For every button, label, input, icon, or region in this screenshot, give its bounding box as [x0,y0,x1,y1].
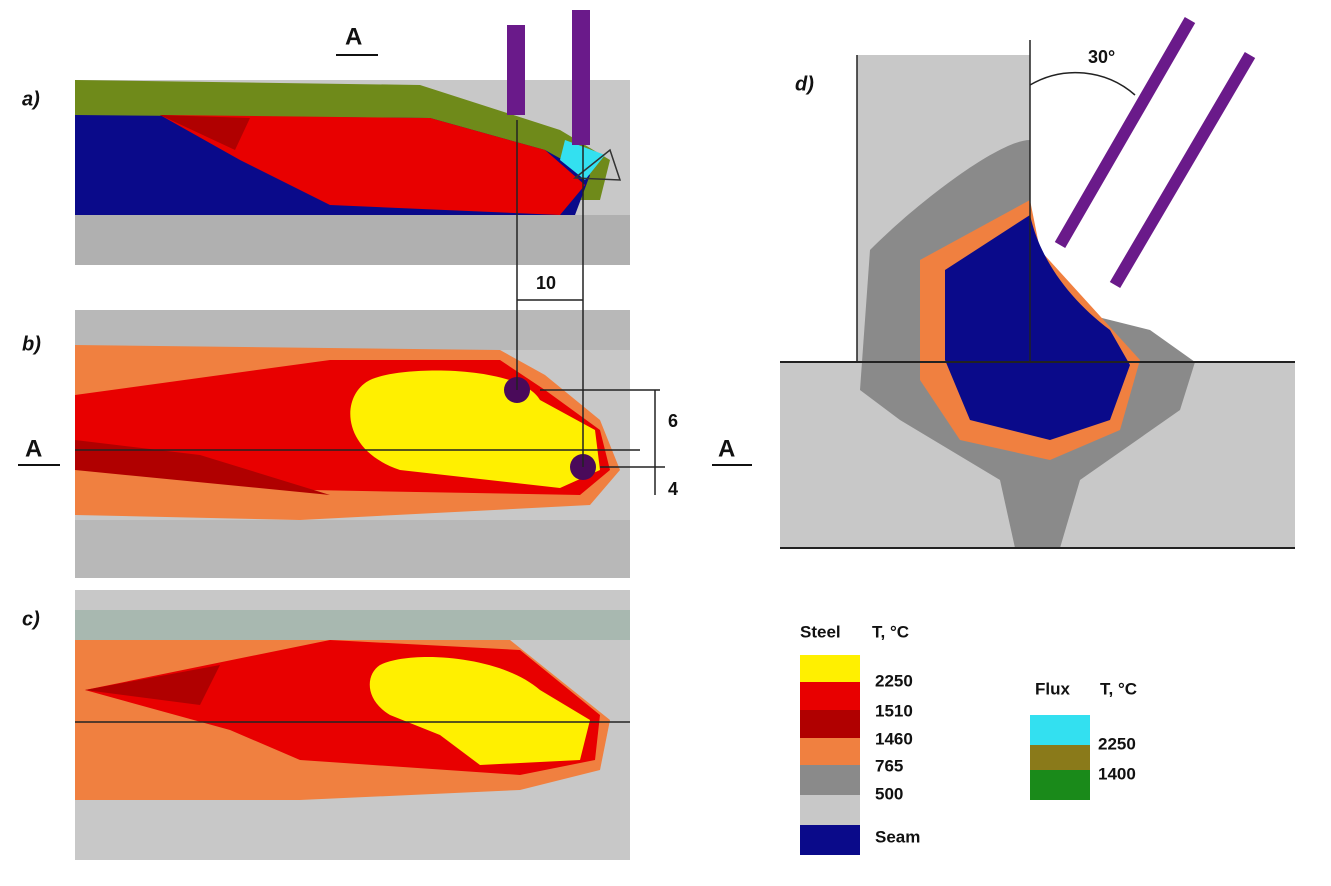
panel-c [75,590,630,860]
panel-label: c) [22,608,40,630]
section-mark: A [25,435,42,462]
legend-level: Seam [875,827,920,846]
panel-label: d) [795,73,814,95]
legend-level: 765 [875,756,903,775]
dimension: 4 [668,479,678,499]
diagram: a) b) c) d) A A A 10 6 4 30° Steel T, °C… [0,0,1331,886]
dimension: 6 [668,411,678,431]
dimension: 30° [1088,47,1115,67]
section-mark: A [718,435,735,462]
panel-label: b) [22,333,41,355]
legend-level: 1400 [1098,764,1136,783]
steel-legend [800,655,860,855]
flux-legend [1030,715,1090,800]
legend-level: 1510 [875,701,913,720]
legend-title: Steel [800,622,841,641]
panel-label: a) [22,88,40,110]
legend-level: 2250 [875,671,913,690]
legend-title: Flux [1035,679,1070,698]
legend-level: 1460 [875,729,913,748]
legend-level: 500 [875,784,903,803]
panel-d [712,20,1295,548]
dimension: 10 [536,273,556,293]
section-mark: A [345,23,362,50]
legend-level: 2250 [1098,734,1136,753]
legend-unit: T, °C [872,622,909,641]
legend-unit: T, °C [1100,679,1137,698]
